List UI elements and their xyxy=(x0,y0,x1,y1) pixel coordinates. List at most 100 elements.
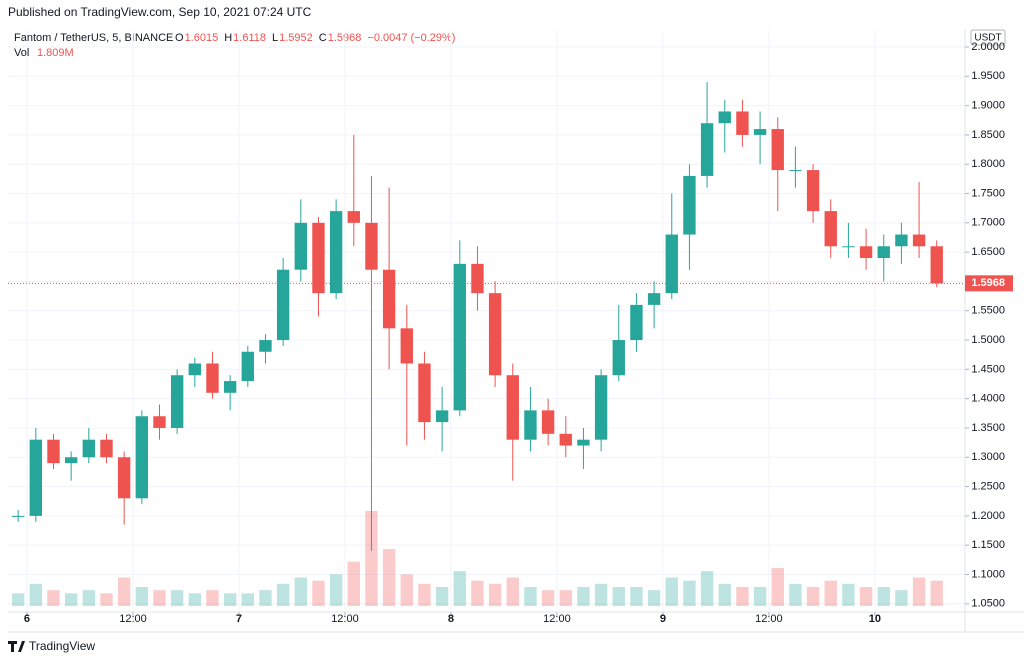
y-tick-label: 1.1500 xyxy=(971,539,1005,551)
candle-body xyxy=(577,439,590,446)
currency-box[interactable] xyxy=(970,29,1006,46)
candle-body xyxy=(400,328,413,364)
volume-bar xyxy=(877,587,890,606)
candle-body xyxy=(223,381,237,393)
y-tick-label: 1.2000 xyxy=(971,510,1005,522)
candle-body xyxy=(859,246,873,258)
x-tick-label: 9 xyxy=(660,613,666,625)
y-tick-label: 1.5500 xyxy=(971,305,1005,317)
candle-body xyxy=(488,293,502,376)
legend-key: C xyxy=(319,32,327,44)
volume-bar xyxy=(117,577,131,606)
candle-body xyxy=(347,211,360,223)
candle-body xyxy=(188,363,201,376)
candle-body xyxy=(630,304,643,341)
volume-bar xyxy=(753,587,767,606)
y-tick-label: 1.4500 xyxy=(971,363,1005,375)
volume-bar xyxy=(153,590,166,606)
volume-bar xyxy=(135,587,148,606)
candle-body xyxy=(665,234,678,294)
volume-bar xyxy=(312,580,325,606)
volume-bar xyxy=(912,577,926,606)
published-note: Published on TradingView.com, Sep 10, 20… xyxy=(8,5,312,19)
y-tick-label: 1.5000 xyxy=(971,334,1005,346)
volume-bar xyxy=(771,568,784,606)
candle-body xyxy=(294,222,307,270)
y-tick-label: 1.8000 xyxy=(971,158,1005,170)
candle-body xyxy=(135,416,148,499)
volume-bar xyxy=(594,583,608,606)
candle-body xyxy=(312,222,325,294)
y-tick-label: 1.7000 xyxy=(971,217,1005,229)
y-tick-label: 1.9000 xyxy=(971,100,1005,112)
volume-bar xyxy=(577,587,590,606)
candle-body xyxy=(541,410,555,434)
candle-body xyxy=(453,263,466,411)
volume-bar xyxy=(382,549,396,606)
volume-bar xyxy=(206,590,219,606)
volume-bar xyxy=(683,580,696,606)
candle-body xyxy=(276,269,290,341)
volume-bar xyxy=(365,511,378,606)
volume-bar xyxy=(859,587,873,606)
volume-bar xyxy=(488,583,502,606)
volume-bar xyxy=(612,587,625,606)
x-tick-label: 12:00 xyxy=(755,613,783,625)
volume-bar xyxy=(64,593,78,606)
candle-body xyxy=(435,410,449,423)
last-price-label: 1.5968 xyxy=(971,277,1005,289)
legend-value: 1.6015 xyxy=(185,32,219,44)
volume-bar xyxy=(559,590,572,606)
volume-bar xyxy=(29,583,43,606)
y-tick-label: 1.9500 xyxy=(971,70,1005,82)
legend-key: O xyxy=(175,32,184,44)
y-tick-label: 1.6500 xyxy=(971,246,1005,258)
candle-body xyxy=(153,416,166,428)
candle-body xyxy=(329,211,343,294)
x-tick-label: 10 xyxy=(869,613,881,625)
candle-body xyxy=(471,263,484,294)
candle-body xyxy=(117,457,131,499)
volume-bar xyxy=(471,580,484,606)
y-tick-label: 1.8500 xyxy=(971,129,1005,141)
x-tick-label: 8 xyxy=(448,613,454,625)
volume-bar xyxy=(11,593,25,606)
legend-key: H xyxy=(224,32,232,44)
candle-body xyxy=(912,234,926,247)
candle-body xyxy=(594,375,608,440)
volume-bar xyxy=(329,574,343,606)
candle-body xyxy=(382,269,396,329)
y-tick-label: 1.7500 xyxy=(971,187,1005,199)
volume-bar xyxy=(400,574,413,606)
volume-bar xyxy=(824,580,837,606)
logo: TradingView xyxy=(8,639,95,653)
candle-body xyxy=(683,175,696,235)
candle-body xyxy=(824,211,837,247)
candle-body xyxy=(718,111,731,124)
volume-bar xyxy=(100,593,113,606)
candle-body xyxy=(842,246,855,248)
volume-bar xyxy=(842,583,855,606)
volume-bar xyxy=(276,583,290,606)
y-tick-label: 1.3500 xyxy=(971,422,1005,434)
y-tick-label: 1.2500 xyxy=(971,480,1005,492)
volume-bar xyxy=(930,580,943,606)
volume-bar xyxy=(806,587,820,606)
volume-bar xyxy=(718,583,731,606)
currency: USDT xyxy=(974,33,1001,44)
footer-brand: TradingView xyxy=(29,639,95,653)
candle-body xyxy=(206,363,219,393)
volume-bar xyxy=(524,587,537,606)
candle-body xyxy=(47,439,60,464)
candle-body xyxy=(930,246,943,284)
candle-body xyxy=(100,439,113,458)
volume-bar xyxy=(82,590,95,606)
candle-body xyxy=(700,123,714,176)
volume-bar xyxy=(895,590,908,606)
y-tick-label: 1.0500 xyxy=(971,598,1005,610)
symbol: Fantom / TetherUS, 5, BINANCE xyxy=(14,32,173,44)
volume-bar xyxy=(47,590,60,606)
volume-bar xyxy=(789,583,802,606)
last-price-box xyxy=(965,275,1013,292)
